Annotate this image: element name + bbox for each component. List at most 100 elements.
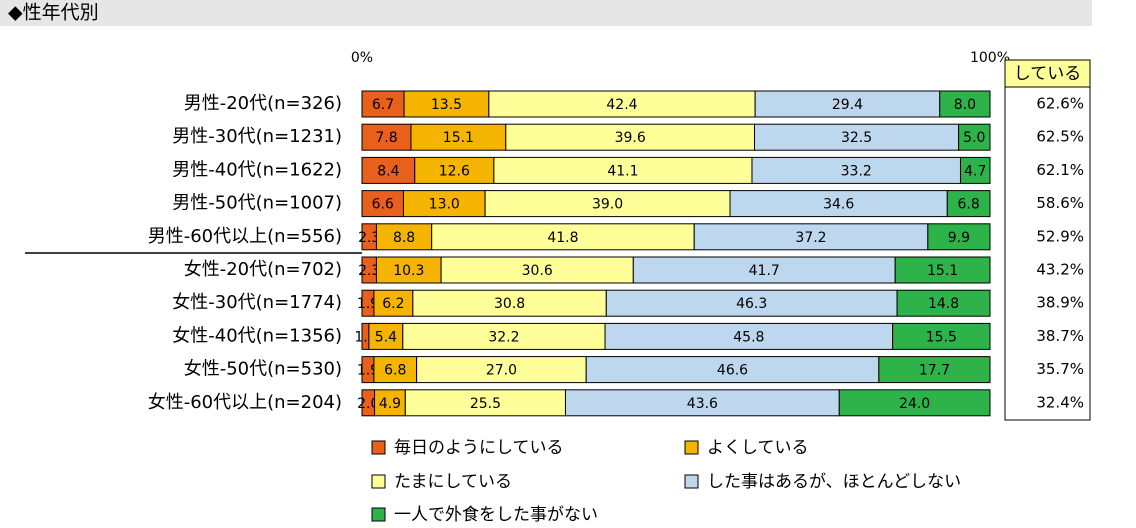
data-label: 17.7 [919,363,950,379]
data-label: 12.6 [439,163,470,179]
legend-swatch [371,440,386,455]
bar-segment [368,322,404,350]
data-label: 8.0 [954,97,976,113]
x-tick-label: 0% [351,50,373,66]
data-label: 4.7 [964,163,986,179]
bar-segment [361,156,416,184]
bar-segment [404,389,566,417]
data-label: 30.6 [522,263,553,279]
data-label: 2.0 [357,396,379,412]
category-label: 男性-30代(n=1231) [172,126,342,147]
bar-segment [493,156,753,184]
data-label: 46.3 [736,296,767,312]
category-label: 女性-50代(n=530) [184,359,342,380]
bar-segment [361,190,404,218]
data-label: 7.8 [375,130,397,146]
total-value: 62.5% [1036,128,1084,146]
data-label: 41.8 [547,230,578,246]
total-value: 43.2% [1036,261,1084,279]
category-label: 男性-20代(n=326) [184,93,342,114]
category-label: 女性-20代(n=702) [184,259,342,280]
data-label: 13.0 [429,197,460,213]
legend-label: たまにしている [394,472,512,492]
data-label: 15.5 [926,329,957,345]
bar-segment [958,123,991,151]
data-label: 8.4 [377,163,399,179]
data-label: 6.8 [384,363,406,379]
legend-swatch [684,440,699,455]
bar-segment [585,356,880,384]
data-label: 24.0 [899,396,930,412]
total-header: している [1014,64,1082,84]
category-label: 男性-50代(n=1007) [172,193,342,214]
bar-segment [946,190,991,218]
total-value: 62.1% [1036,161,1084,179]
bar-segment [403,90,490,118]
legend-label: 一人で外食をした事がない [394,505,598,525]
bar-segment [878,356,991,384]
bar-segment [959,156,991,184]
data-label: 43.6 [687,396,718,412]
data-label: 6.8 [958,197,980,213]
x-tick-label: 100% [970,50,1010,66]
legend-label: 毎日のようにしている [394,438,564,458]
data-label: 5.4 [375,329,397,345]
data-label: 42.4 [606,97,637,113]
data-label: 32.5 [841,130,872,146]
total-value: 62.6% [1036,95,1084,113]
category-label: 女性-30代(n=1774) [172,292,342,313]
data-label: 10.3 [393,263,424,279]
bar-segment [751,156,961,184]
bar-segment [939,90,991,118]
data-label: 27.0 [486,363,517,379]
total-value: 38.7% [1036,327,1084,345]
data-label: 9.9 [948,230,970,246]
bar-segment [754,123,960,151]
bar-segment [375,223,433,251]
data-label: 46.6 [717,363,748,379]
data-label: 39.0 [592,197,623,213]
data-label: 6.2 [382,296,404,312]
data-label: 2.3 [358,263,380,279]
category-label: 男性-60代以上(n=556) [148,226,342,247]
data-label: 30.8 [494,296,525,312]
data-label: 15.1 [443,130,474,146]
data-label: 2.3 [358,230,380,246]
total-value: 38.9% [1036,294,1084,312]
data-label: 5.0 [963,130,985,146]
data-label: 29.4 [832,97,863,113]
legend-swatch [684,474,699,489]
total-column-border [1004,86,1091,421]
category-label: 女性-60代以上(n=204) [148,392,342,413]
data-label: 4.9 [379,396,401,412]
bar-segment [412,289,607,317]
legend-swatch [371,474,386,489]
bar-segment [632,256,896,284]
data-label: 32.2 [488,329,519,345]
total-value: 32.4% [1036,393,1084,411]
title-band [0,0,1092,26]
bar-segment [373,356,418,384]
data-label: 14.8 [928,296,959,312]
data-label: 13.5 [431,97,462,113]
bar-segment [484,190,731,218]
data-label: 34.6 [823,197,854,213]
data-label: 8.8 [393,230,415,246]
legend-label: よくしている [707,438,809,458]
data-label: 37.2 [795,230,826,246]
data-label: 41.1 [607,163,638,179]
data-label: 15.1 [927,263,958,279]
bar-segment [374,389,406,417]
total-header-cell [1004,59,1091,88]
legend-swatch [371,507,386,522]
bar-segment [729,190,948,218]
bar-segment [402,322,606,350]
bar-segment [431,223,695,251]
category-label: 男性-40代(n=1622) [172,159,342,180]
bar-segment [892,322,991,350]
bar-segment [604,322,894,350]
legend-label: した事はあるが、ほとんどしない [707,472,961,492]
total-value: 35.7% [1036,360,1084,378]
data-label: 25.5 [470,396,501,412]
